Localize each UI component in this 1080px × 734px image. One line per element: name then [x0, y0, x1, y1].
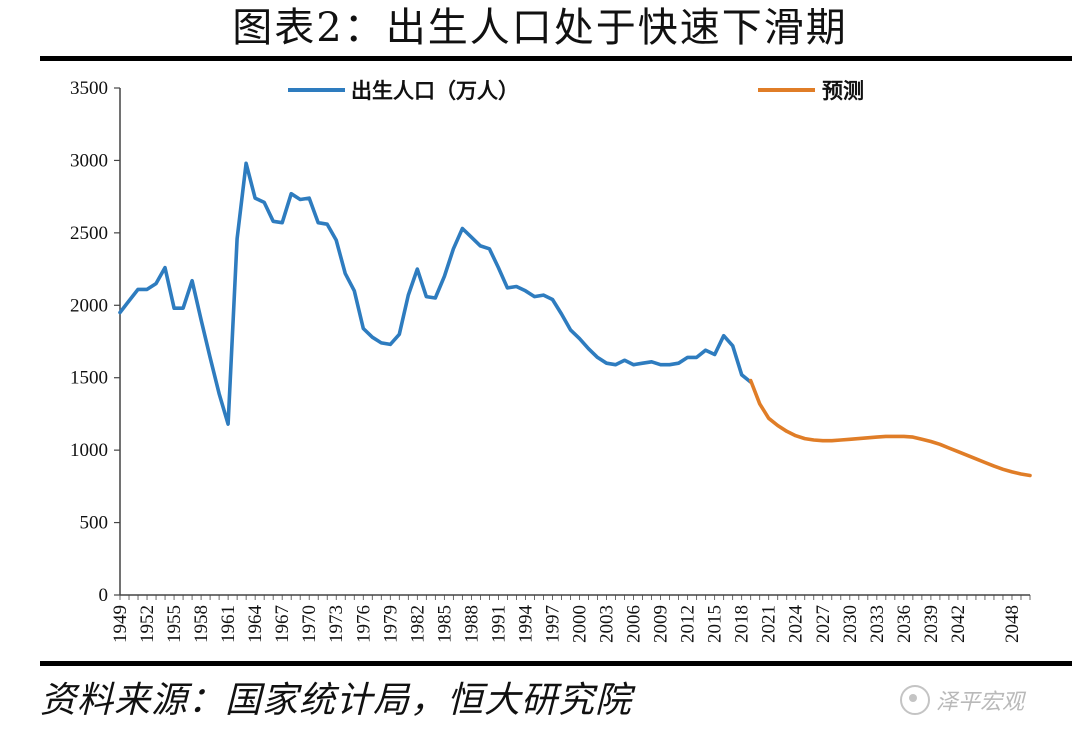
x-tick-label: 1961: [218, 605, 239, 643]
watermark: 泽平宏观: [900, 680, 1024, 720]
x-tick-label: 1955: [164, 605, 185, 643]
series-line-forecast: [748, 378, 1032, 478]
x-tick-label: 1973: [326, 605, 347, 643]
x-tick-label: 1952: [137, 605, 158, 643]
legend-label-forecast: 预测: [822, 79, 864, 103]
bottom-rule: [40, 661, 1072, 666]
x-tick-label: 2039: [921, 605, 942, 643]
x-tick-label: 2012: [678, 605, 699, 643]
y-tick-label: 2500: [70, 223, 108, 244]
watermark-text: 泽平宏观: [936, 690, 1025, 715]
x-tick-label: 2015: [705, 605, 726, 643]
x-tick-label: 2006: [624, 605, 645, 643]
x-tick-label: 1994: [515, 605, 536, 644]
x-tick-label: 1949: [110, 605, 131, 643]
x-tick-label: 2009: [651, 605, 672, 643]
x-tick-label: 1967: [272, 605, 293, 643]
y-tick-label: 2000: [70, 295, 108, 316]
y-tick-label: 3000: [70, 150, 108, 171]
x-tick-label: 1988: [461, 605, 482, 643]
source-note: 资料来源：国家统计局，恒大研究院: [40, 680, 633, 721]
x-tick-label: 1985: [434, 605, 455, 643]
x-tick-label: 1982: [407, 605, 428, 643]
line-chart: 0 500 1000 1500 2000 2500 3000 3500 1949 1952 1955…: [70, 78, 1032, 644]
series-line-actual: [118, 161, 753, 426]
x-tick-label: 2048: [1002, 605, 1023, 643]
x-tick-label: 1976: [353, 605, 374, 643]
y-tick-label: 0: [99, 585, 109, 606]
x-tick-label: 2018: [732, 605, 753, 643]
x-tick-label: 2033: [867, 605, 888, 643]
x-tick-label: 1997: [542, 605, 563, 643]
x-tick-label: 2036: [894, 605, 915, 643]
x-tick-label: 1991: [488, 605, 509, 643]
x-tick-label: 2003: [597, 605, 618, 643]
x-tick-label: 1964: [245, 605, 266, 644]
x-tick-label: 1958: [191, 605, 212, 643]
x-tick-label: 2024: [786, 605, 807, 644]
x-tick-label: 2042: [948, 605, 969, 643]
x-tick-label: 2000: [570, 605, 591, 643]
y-tick-label: 3500: [70, 78, 108, 99]
x-tick-label: 2030: [840, 605, 861, 643]
chart-title: 图表2：出生人口处于快速下滑期: [232, 5, 848, 51]
top-rule: [40, 56, 1072, 61]
x-tick-label: 2021: [759, 605, 780, 643]
wechat-icon: [900, 685, 930, 715]
y-tick-label: 1000: [70, 440, 108, 461]
x-tick-label: 1970: [299, 605, 320, 643]
y-tick-label: 1500: [70, 368, 108, 389]
x-tick-label: 2027: [813, 605, 834, 643]
y-tick-label: 500: [80, 513, 109, 534]
x-tick-label: 1979: [380, 605, 401, 643]
legend-label-actual: 出生人口（万人）: [351, 79, 519, 103]
